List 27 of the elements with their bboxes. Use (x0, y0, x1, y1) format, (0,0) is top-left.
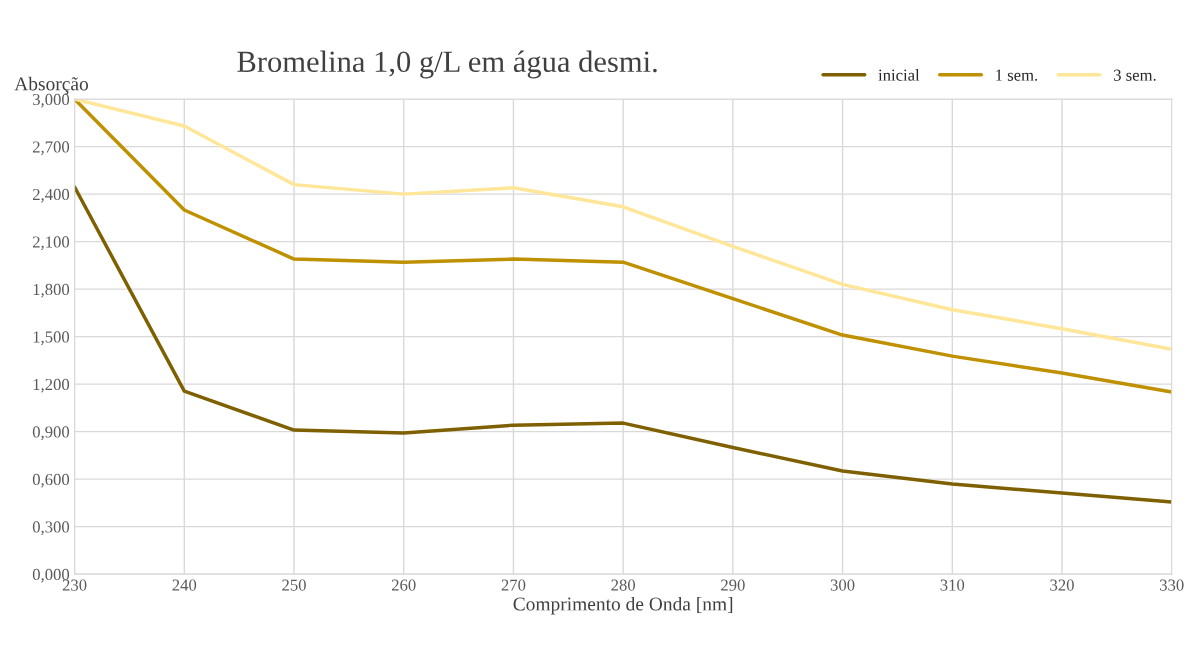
y-tick-label: 0,600 (32, 473, 70, 488)
x-tick-label: 240 (172, 579, 197, 591)
x-tick-label: 280 (611, 579, 636, 591)
x-tick-label: 290 (721, 579, 745, 591)
x-tick-label: 270 (501, 579, 526, 591)
y-tick-label: 2,100 (32, 236, 70, 250)
legend-label: 3 sem. (1114, 69, 1156, 81)
x-tick-label: 260 (391, 579, 416, 591)
y-tick-label: 1,800 (33, 283, 70, 298)
legend-label: inicial (878, 69, 920, 81)
y-tick-label: 0,900 (32, 426, 70, 440)
x-axis-title: Comprimento de Onda [nm] (513, 596, 733, 615)
x-tick-label: 320 (1050, 579, 1074, 591)
x-tick-label: 330 (1160, 579, 1184, 591)
y-tick-label: 2,700 (32, 141, 70, 155)
y-tick-label: 0,300 (32, 521, 70, 535)
x-tick-label: 310 (940, 579, 965, 591)
y-tick-label: 3,000 (33, 93, 70, 108)
legend-label: 1 sem. (996, 69, 1038, 81)
y-axis-title: Absorção (14, 76, 89, 95)
line-series (74, 185, 1172, 504)
y-tick-label: 1,200 (33, 378, 70, 393)
x-tick-label: 300 (830, 579, 855, 591)
y-tick-label: 1,500 (33, 331, 70, 345)
x-tick-label: 250 (282, 579, 306, 591)
y-tick-label: 2,400 (32, 188, 70, 203)
chart-title: Bromelina 1,0 g/L em água desmi. (237, 50, 657, 79)
